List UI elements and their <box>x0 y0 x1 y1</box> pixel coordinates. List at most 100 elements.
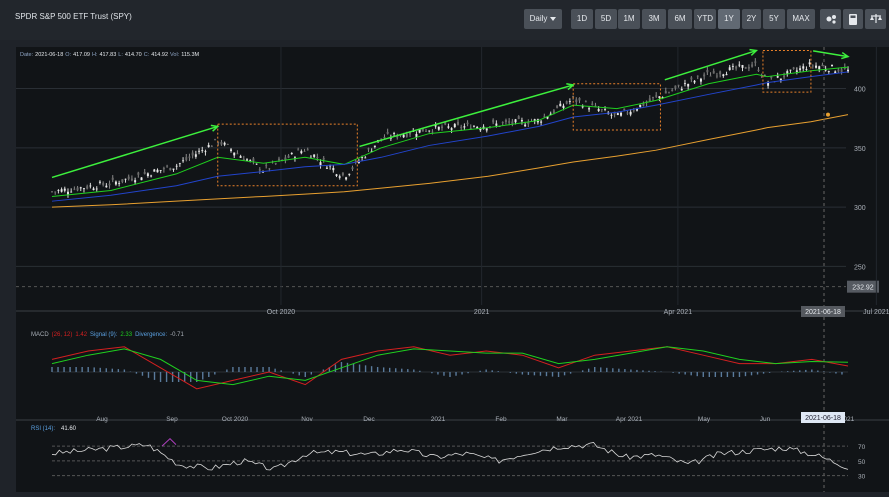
calculator-icon <box>849 14 857 25</box>
chart-area[interactable]: 250 300 350 400 232.92 Oct 2020 2021 Apr 2021 Ju… <box>16 47 889 492</box>
candle-body <box>811 65 814 67</box>
candle-body <box>351 167 354 170</box>
range-button-1y[interactable]: 1Y <box>718 9 740 29</box>
candle-body <box>268 168 271 170</box>
candle-body <box>393 133 396 134</box>
candle-body <box>565 101 568 104</box>
candle-body <box>421 128 424 132</box>
candle-body <box>674 85 677 89</box>
uptrend-arrow <box>664 49 757 81</box>
candle-body <box>469 127 472 130</box>
candle-body <box>409 131 412 135</box>
macd-x-tick: 2021 <box>431 416 446 423</box>
candle-body <box>680 88 683 91</box>
range-button-1m[interactable]: 1M <box>618 9 640 29</box>
candle-body <box>821 64 824 66</box>
candle-body <box>316 157 319 159</box>
interval-dropdown[interactable]: Daily <box>524 9 562 29</box>
macd-x-tick: Aug <box>96 416 108 423</box>
candle-body <box>747 67 750 69</box>
candle-body <box>92 188 95 191</box>
rsi-label: RSI (14): <box>31 426 55 432</box>
candle-body <box>834 71 837 74</box>
candle-body <box>332 168 335 171</box>
range-button-5d[interactable]: 5D <box>595 9 617 29</box>
price-level-tag <box>847 280 879 293</box>
candle-body <box>767 82 770 86</box>
candle-body <box>54 191 57 193</box>
candle-body <box>556 105 559 108</box>
candle-body <box>664 91 667 94</box>
chevron-down-icon <box>550 16 557 21</box>
balance-icon <box>869 14 882 23</box>
interval-label: Daily <box>529 14 548 23</box>
candle-body <box>693 80 696 83</box>
candle-body <box>383 137 386 139</box>
candle-body <box>214 138 217 140</box>
candle-body <box>805 69 808 71</box>
candle-body <box>66 191 69 195</box>
candle-body <box>150 175 153 177</box>
rsi-level-label: 70 <box>858 444 866 451</box>
price-level-label: 232.92 <box>852 285 874 292</box>
candle-body <box>415 133 418 137</box>
chart-svg[interactable]: 250 300 350 400 232.92 Oct 2020 2021 Apr 2021 Ju… <box>16 47 889 492</box>
candle-body <box>277 158 280 161</box>
candle-body <box>162 167 165 170</box>
candle-body <box>524 124 527 127</box>
candle-body <box>300 151 303 154</box>
rsi-line <box>51 441 849 471</box>
settings-button[interactable] <box>820 9 841 29</box>
candle-body <box>198 150 201 152</box>
candle-body <box>114 181 117 185</box>
candle-body <box>789 69 792 71</box>
candle-body <box>82 188 85 190</box>
range-button-max[interactable]: MAX <box>787 9 815 29</box>
uptrend-arrowhead <box>841 51 850 60</box>
info-close: 414.92 <box>151 52 168 58</box>
candle-body <box>658 96 661 98</box>
info-volume: 115.3M <box>181 52 199 58</box>
candle-body <box>690 77 693 80</box>
candle-body <box>230 149 233 151</box>
candle-body <box>792 67 795 69</box>
candle-body <box>495 123 498 126</box>
candle-body <box>73 188 76 190</box>
range-button-5y[interactable]: 5Y <box>763 9 785 29</box>
candle-body <box>699 78 702 82</box>
candle-body <box>725 74 728 76</box>
candle-body <box>102 182 105 185</box>
macd-cursor-date-label: 2021-06-18 <box>805 415 841 422</box>
candle-body <box>348 173 351 175</box>
info-close-label: C: <box>144 52 150 58</box>
candle-body <box>754 61 757 63</box>
candle-body <box>501 122 504 123</box>
candle-body <box>425 131 428 132</box>
candle-body <box>620 112 623 116</box>
range-button-3m[interactable]: 3M <box>642 9 666 29</box>
candle-body <box>719 71 722 75</box>
candle-body <box>703 74 706 77</box>
ma-short-line <box>51 66 849 197</box>
range-button-ytd[interactable]: YTD <box>694 9 716 29</box>
calculator-button[interactable] <box>843 9 863 29</box>
candle-body <box>447 126 450 128</box>
candle-body <box>783 75 786 78</box>
candle-body <box>159 170 162 171</box>
range-button-1d[interactable]: 1D <box>571 9 593 29</box>
range-button-6m[interactable]: 6M <box>668 9 692 29</box>
range-button-2y[interactable]: 2Y <box>742 9 761 29</box>
candle-body <box>428 130 431 132</box>
candle-body <box>546 116 549 119</box>
rsi-overbought-segment <box>161 438 177 447</box>
candle-body <box>572 96 575 98</box>
candle-body <box>709 75 712 77</box>
macd-x-tick: Nov <box>301 416 313 423</box>
balance-button[interactable] <box>865 9 886 29</box>
candle-body <box>600 109 603 110</box>
candle-body <box>687 83 690 87</box>
candle-body <box>517 116 520 119</box>
candle-body <box>629 111 632 115</box>
uptrend-arrow <box>359 84 574 148</box>
price-x-tick: 2021 <box>474 309 490 316</box>
